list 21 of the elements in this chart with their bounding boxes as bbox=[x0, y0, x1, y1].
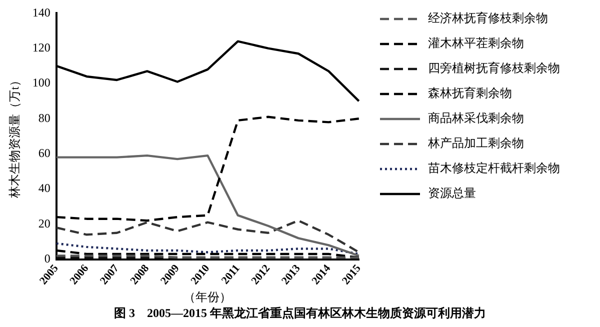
legend-label: 苗木修枝定杆截杆剩余物 bbox=[428, 160, 560, 177]
y-tick-label: 40 bbox=[38, 181, 50, 196]
y-tick-label: 120 bbox=[32, 40, 50, 55]
y-tick-label: 140 bbox=[32, 5, 50, 20]
y-tick-label: 20 bbox=[38, 216, 50, 230]
y-tick-label: 100 bbox=[32, 76, 50, 90]
legend-label: 经济林抚育修枝剩余物 bbox=[428, 10, 548, 27]
legend-label: 森林抚育剩余物 bbox=[428, 85, 512, 102]
y-axis-title: 林木生物资源量（万t） bbox=[7, 74, 22, 199]
legend-label: 资源总量 bbox=[428, 185, 476, 202]
text: 图 3 2005—2015 年黑龙江省重点国有林区林木生物质资源可利用潜力 bbox=[113, 305, 487, 322]
x-axis-title: （年份） bbox=[184, 290, 232, 304]
line-series bbox=[55, 242, 360, 256]
legend-label: 四旁植树抚育修枝剩余物 bbox=[428, 60, 560, 77]
y-tick-label: 0 bbox=[44, 251, 50, 266]
legend-label: 灌木林平茬剩余物 bbox=[428, 35, 524, 52]
y-tick-label: 60 bbox=[38, 146, 50, 160]
legend-label: 商品林采伐剩余物 bbox=[428, 110, 524, 127]
line-series bbox=[55, 219, 360, 254]
legend-label: 林产品加工剩余物 bbox=[428, 135, 524, 152]
y-tick-label: 80 bbox=[38, 110, 50, 125]
